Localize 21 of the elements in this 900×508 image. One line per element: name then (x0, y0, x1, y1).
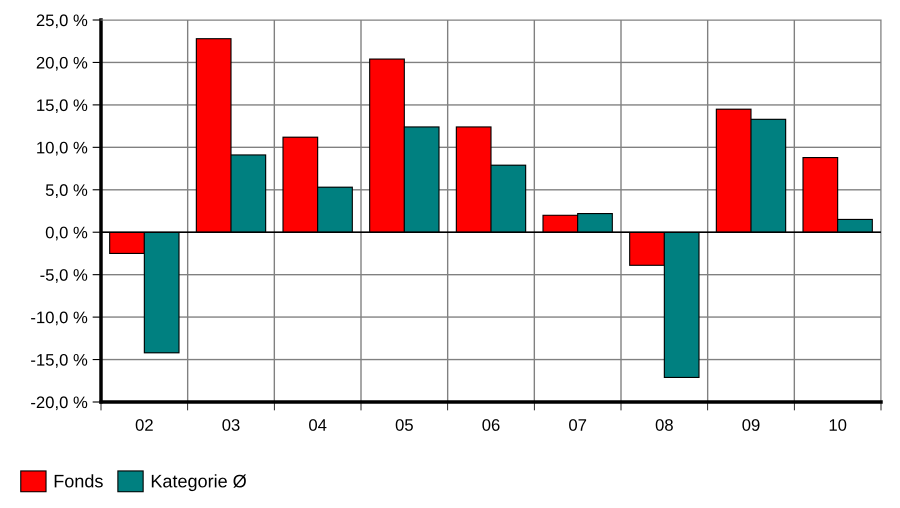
x-tick-label: 03 (222, 419, 240, 431)
x-tick-label: 02 (136, 419, 153, 431)
y-tick-label: 0,0 % (46, 226, 88, 240)
x-tick-label: 06 (482, 419, 500, 431)
legend-label: Fonds (54, 474, 103, 488)
x-tick-label: 09 (742, 419, 760, 431)
y-tick-label: 25,0 % (36, 14, 88, 28)
y-tick-label: 15,0 % (37, 99, 88, 114)
x-tick-label: 07 (569, 419, 586, 431)
x-tick-label: 08 (656, 419, 673, 431)
y-tick-label: -5,0 % (40, 269, 88, 283)
x-tick-label: 04 (309, 419, 326, 431)
y-tick-label: 10,0 % (37, 142, 88, 156)
x-tick-label: 05 (396, 419, 413, 431)
y-tick-label: -15,0 % (31, 354, 88, 368)
y-tick-label: -10,0 % (31, 312, 88, 326)
y-tick-label: -20,0 % (31, 396, 88, 410)
y-tick-label: 5,0 % (46, 184, 88, 198)
x-tick-label: 10 (830, 419, 846, 431)
y-tick-label: 20,0 % (36, 56, 88, 71)
legend-label: Kategorie Ø (152, 474, 246, 492)
